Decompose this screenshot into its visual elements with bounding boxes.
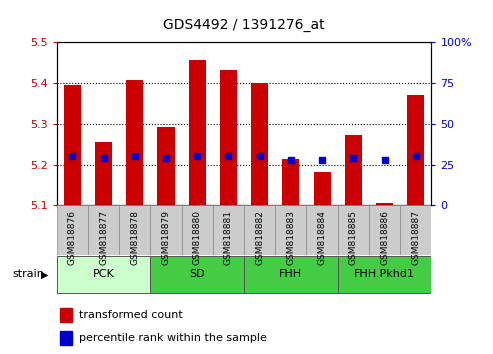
Text: GSM818886: GSM818886 [380, 210, 389, 265]
Bar [338, 205, 369, 255]
Bar [95, 142, 112, 205]
Bar [314, 172, 331, 205]
Bar [220, 70, 237, 205]
Bar [181, 205, 213, 255]
Bar [282, 159, 299, 205]
Text: PCK: PCK [93, 269, 114, 279]
Text: GSM818882: GSM818882 [255, 210, 264, 265]
Bar [189, 60, 206, 205]
Bar [345, 135, 362, 205]
Text: GSM818878: GSM818878 [130, 210, 139, 265]
Bar [251, 83, 268, 205]
Bar [150, 256, 244, 293]
Text: GSM818887: GSM818887 [411, 210, 420, 265]
Text: GSM818879: GSM818879 [162, 210, 171, 265]
Bar [244, 205, 275, 255]
Text: GSM818881: GSM818881 [224, 210, 233, 265]
Bar [64, 85, 81, 205]
Bar [88, 205, 119, 255]
Bar [275, 205, 307, 255]
Bar [150, 205, 181, 255]
Text: GDS4492 / 1391276_at: GDS4492 / 1391276_at [163, 18, 325, 32]
Bar [157, 127, 175, 205]
Text: SD: SD [189, 269, 205, 279]
Bar [369, 205, 400, 255]
Bar [213, 205, 244, 255]
Bar [400, 205, 431, 255]
Bar [376, 203, 393, 205]
Bar [57, 205, 88, 255]
Bar [119, 205, 150, 255]
Text: GSM818880: GSM818880 [193, 210, 202, 265]
Bar [61, 331, 71, 344]
Bar [407, 95, 424, 205]
Text: FHH.Pkhd1: FHH.Pkhd1 [354, 269, 415, 279]
Text: transformed count: transformed count [79, 310, 183, 320]
Text: GSM818877: GSM818877 [99, 210, 108, 265]
Text: GSM818885: GSM818885 [349, 210, 358, 265]
Text: percentile rank within the sample: percentile rank within the sample [79, 332, 267, 343]
Bar [244, 256, 338, 293]
Bar [126, 80, 143, 205]
Bar [307, 205, 338, 255]
Text: GSM818884: GSM818884 [317, 210, 326, 265]
Bar [61, 308, 71, 322]
Bar [57, 256, 150, 293]
Text: FHH: FHH [280, 269, 302, 279]
Text: GSM818876: GSM818876 [68, 210, 77, 265]
Text: ▶: ▶ [40, 269, 48, 279]
Bar [338, 256, 431, 293]
Text: GSM818883: GSM818883 [286, 210, 295, 265]
Text: strain: strain [12, 269, 44, 279]
